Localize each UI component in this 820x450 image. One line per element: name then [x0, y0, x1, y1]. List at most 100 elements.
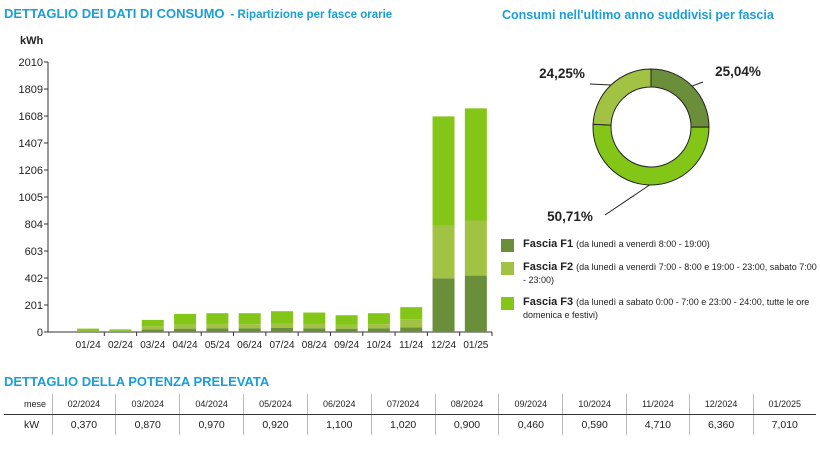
x-tick-label: 06/24: [237, 340, 262, 351]
bar-segment-fascia-f2: [206, 323, 229, 329]
bar-segment-fascia-f2: [174, 324, 197, 329]
power-table-row-label: kW: [24, 418, 40, 431]
bar-segment-fascia-f1: [238, 328, 261, 332]
bar-segment-fascia-f3: [77, 328, 100, 331]
bar-segment-fascia-f3: [109, 329, 132, 331]
power-table-header-row: mese 02/2024 03/2024 04/2024 05/2024 06/…: [4, 394, 816, 415]
bar-segment-fascia-f1: [141, 329, 164, 332]
power-value: 0,970: [179, 414, 244, 435]
y-tick-label: 1407: [19, 138, 43, 150]
x-tick-label: 08/24: [302, 340, 327, 351]
x-tick-label: 12/24: [431, 340, 456, 351]
consumption-title: DETTAGLIO DEI DATI DI CONSUMO - Ripartizi…: [4, 6, 392, 21]
power-title: DETTAGLIO DELLA POTENZA PRELEVATA: [4, 374, 270, 389]
power-month: 01/2025: [752, 394, 816, 415]
legend-desc-f1: (da lunedì a venerdì 8:00 - 19:00): [576, 239, 710, 249]
x-tick-label: 05/24: [205, 340, 230, 351]
donut-legend: Fascia F1 (da lunedì a venerdì 8:00 - 19:…: [501, 238, 820, 331]
power-value: 0,900: [434, 414, 499, 435]
power-month: 09/2024: [498, 394, 563, 415]
bar-segment-fascia-f2: [335, 324, 358, 329]
legend-item-f2: Fascia F2 (da lunedì a venerdì 7:00 - 8:0…: [501, 261, 820, 287]
legend-desc-f2: (da lunedì a venerdì 7:00 - 8:00 e 19:00…: [523, 262, 817, 285]
y-tick-label: 0: [37, 327, 43, 339]
x-tick-label: 07/24: [269, 340, 294, 351]
bar-segment-fascia-f2: [303, 323, 326, 329]
power-table-row-header: mese: [4, 394, 52, 415]
power-value: 0,590: [562, 414, 627, 435]
power-month: 02/2024: [51, 394, 116, 415]
donut-value-label: 24,25%: [539, 66, 585, 81]
legend-item-f1: Fascia F1 (da lunedì a venerdì 8:00 - 19:…: [501, 238, 820, 252]
bar-segment-fascia-f2: [77, 330, 100, 332]
power-value: 0,370: [51, 414, 116, 435]
bar-segment-fascia-f2: [141, 326, 164, 330]
donut-value-label: 25,04%: [715, 64, 761, 79]
bar-segment-fascia-f2: [367, 324, 390, 329]
power-month: 03/2024: [115, 394, 180, 415]
bar-segment-fascia-f1: [335, 328, 358, 332]
x-tick-label: 03/24: [140, 340, 165, 351]
bar-segment-fascia-f1: [367, 328, 390, 332]
consumption-subtitle: - Ripartizione per fasce orarie: [230, 9, 393, 21]
y-tick-label: 1608: [19, 111, 43, 123]
x-tick-label: 11/24: [399, 340, 424, 351]
y-tick-label: 1206: [19, 165, 43, 177]
power-month: 12/2024: [688, 394, 753, 415]
bar-segment-fascia-f3: [400, 307, 423, 320]
x-tick-label: 01/25: [463, 340, 488, 351]
bar-segment-fascia-f3: [303, 312, 326, 324]
power-month: 08/2024: [434, 394, 499, 415]
y-tick-label: 1809: [19, 84, 43, 96]
power-table: mese 02/2024 03/2024 04/2024 05/2024 06/…: [4, 394, 816, 435]
power-table-value-row: kW 0,370 0,870 0,970 0,920 1,100 1,020 0…: [4, 414, 816, 435]
bar-segment-fascia-f2: [400, 319, 423, 328]
bar-segment-fascia-f2: [109, 330, 132, 332]
x-tick-label: 09/24: [334, 340, 359, 351]
y-tick-label: 804: [25, 219, 43, 231]
bar-segment-fascia-f1: [109, 331, 132, 332]
power-month: 06/2024: [306, 394, 372, 415]
power-value: 7,010: [752, 414, 816, 435]
legend-swatch-f1: [501, 239, 514, 252]
donut-leader-line: [589, 83, 611, 86]
bar-segment-fascia-f2: [238, 324, 261, 329]
bar-segment-fascia-f1: [77, 331, 100, 332]
x-tick-label: 01/24: [76, 340, 101, 351]
power-value: 1,100: [306, 414, 372, 435]
legend-name-f3: Fascia F3: [523, 296, 574, 308]
bar-segment-fascia-f1: [174, 328, 197, 332]
power-month: 11/2024: [626, 394, 690, 415]
bar-segment-fascia-f3: [174, 313, 197, 325]
power-value: 0,920: [243, 414, 308, 435]
power-value: 0,460: [498, 414, 563, 435]
x-tick-label: 10/24: [366, 340, 391, 351]
donut-leader-line: [604, 184, 650, 216]
bar-segment-fascia-f3: [367, 313, 390, 325]
power-month: 07/2024: [370, 394, 436, 415]
bar-segment-fascia-f1: [206, 328, 229, 332]
donut-slice-fascia-f3: [592, 123, 710, 186]
bar-segment-fascia-f3: [206, 313, 229, 324]
y-tick-label: 402: [25, 273, 43, 285]
donut-slice-fascia-f1: [650, 68, 710, 128]
bar-segment-fascia-f3: [271, 311, 293, 323]
power-month: 10/2024: [562, 394, 627, 415]
bar-segment-fascia-f2: [271, 323, 293, 328]
legend-name-f2: Fascia F2: [523, 261, 574, 273]
y-tick-label: 2010: [19, 57, 43, 69]
bar-segment-fascia-f3: [432, 116, 455, 226]
bar-segment-fascia-f1: [303, 328, 326, 332]
legend-swatch-f3: [501, 297, 514, 310]
donut-value-label: 50,71%: [547, 209, 593, 224]
legend-name-f1: Fascia F1: [523, 238, 574, 250]
donut-chart: 25,04% 50,71% 24,25%: [539, 64, 761, 224]
y-tick-label: 603: [25, 246, 43, 258]
legend-swatch-f2: [501, 262, 514, 275]
bar-segment-fascia-f3: [335, 315, 358, 325]
power-value: 0,870: [115, 414, 180, 435]
bar-segment-fascia-f1: [432, 278, 455, 332]
consumption-title-text: DETTAGLIO DEI DATI DI CONSUMO: [4, 6, 225, 21]
power-value: 1,020: [370, 414, 436, 435]
power-value: 4,710: [626, 414, 690, 435]
